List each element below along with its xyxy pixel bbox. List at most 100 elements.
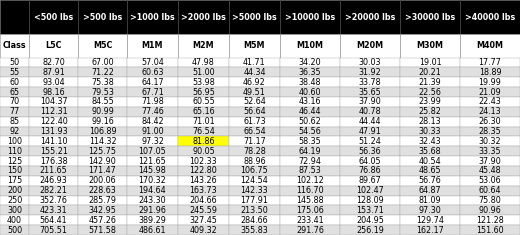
Text: 35.68: 35.68 bbox=[419, 147, 441, 156]
Text: 352.76: 352.76 bbox=[40, 196, 68, 205]
Text: 37.90: 37.90 bbox=[359, 98, 381, 106]
Text: 76.86: 76.86 bbox=[359, 166, 381, 176]
Bar bbox=[78, 166, 127, 176]
Bar bbox=[460, 176, 520, 186]
Bar bbox=[29, 146, 78, 156]
Bar bbox=[0, 186, 29, 196]
Text: 20.21: 20.21 bbox=[419, 68, 441, 77]
Text: 38.48: 38.48 bbox=[298, 78, 321, 87]
Text: 26.30: 26.30 bbox=[479, 117, 501, 126]
Text: 93.04: 93.04 bbox=[42, 78, 65, 87]
Text: >1000 lbs: >1000 lbs bbox=[130, 12, 175, 22]
Bar bbox=[178, 186, 229, 196]
Text: 49.51: 49.51 bbox=[243, 88, 266, 97]
Text: 88.96: 88.96 bbox=[243, 157, 266, 166]
Text: 457.26: 457.26 bbox=[88, 216, 116, 225]
Text: 24.13: 24.13 bbox=[479, 107, 501, 116]
Bar bbox=[280, 97, 340, 107]
Bar bbox=[29, 225, 78, 235]
Text: 48.65: 48.65 bbox=[419, 166, 441, 176]
Text: 150: 150 bbox=[7, 166, 22, 176]
Bar bbox=[340, 0, 400, 34]
Text: 125: 125 bbox=[7, 157, 22, 166]
Text: 19.01: 19.01 bbox=[419, 58, 441, 67]
Text: 31.92: 31.92 bbox=[359, 68, 381, 77]
Bar bbox=[280, 117, 340, 127]
Text: 233.41: 233.41 bbox=[296, 216, 324, 225]
Bar bbox=[78, 127, 127, 137]
Text: 22.43: 22.43 bbox=[478, 98, 501, 106]
Text: 77.46: 77.46 bbox=[141, 107, 164, 116]
Text: 67.00: 67.00 bbox=[91, 58, 114, 67]
Bar bbox=[178, 117, 229, 127]
Bar bbox=[280, 77, 340, 87]
Text: >40000 lbs: >40000 lbs bbox=[465, 12, 515, 22]
Text: 246.93: 246.93 bbox=[40, 176, 68, 185]
Bar bbox=[229, 186, 280, 196]
Text: 211.65: 211.65 bbox=[40, 166, 68, 176]
Bar bbox=[460, 215, 520, 225]
Text: 175: 175 bbox=[7, 176, 22, 185]
Text: M2M: M2M bbox=[192, 41, 214, 50]
Bar bbox=[460, 205, 520, 215]
Text: 99.16: 99.16 bbox=[91, 117, 114, 126]
Text: 60.55: 60.55 bbox=[192, 98, 215, 106]
Text: 40.60: 40.60 bbox=[298, 88, 321, 97]
Text: 21.09: 21.09 bbox=[478, 88, 501, 97]
Text: <500 lbs: <500 lbs bbox=[34, 12, 73, 22]
Text: M5M: M5M bbox=[244, 41, 265, 50]
Bar bbox=[229, 225, 280, 235]
Text: 52.64: 52.64 bbox=[243, 98, 266, 106]
Text: 41.71: 41.71 bbox=[243, 58, 266, 67]
Bar bbox=[29, 156, 78, 166]
Text: 163.73: 163.73 bbox=[190, 186, 217, 195]
Text: 60.63: 60.63 bbox=[141, 68, 164, 77]
Bar bbox=[229, 176, 280, 186]
Text: 250: 250 bbox=[7, 196, 22, 205]
Text: 90.05: 90.05 bbox=[192, 147, 215, 156]
Bar bbox=[400, 77, 460, 87]
Bar bbox=[340, 97, 400, 107]
Bar bbox=[400, 87, 460, 97]
Bar bbox=[127, 117, 178, 127]
Bar bbox=[340, 146, 400, 156]
Text: 30.32: 30.32 bbox=[479, 137, 501, 146]
Bar bbox=[280, 107, 340, 117]
Text: 37.90: 37.90 bbox=[478, 157, 501, 166]
Bar bbox=[280, 146, 340, 156]
Bar bbox=[340, 107, 400, 117]
Text: 66.54: 66.54 bbox=[243, 127, 266, 136]
Bar bbox=[127, 137, 178, 146]
Bar bbox=[400, 137, 460, 146]
Text: 53.98: 53.98 bbox=[192, 78, 215, 87]
Bar bbox=[340, 34, 400, 58]
Bar bbox=[400, 58, 460, 67]
Text: 71.01: 71.01 bbox=[192, 117, 215, 126]
Bar bbox=[78, 97, 127, 107]
Text: 204.66: 204.66 bbox=[190, 196, 217, 205]
Text: 28.35: 28.35 bbox=[478, 127, 501, 136]
Bar bbox=[127, 196, 178, 205]
Text: 33.35: 33.35 bbox=[479, 147, 501, 156]
Text: 342.95: 342.95 bbox=[88, 206, 116, 215]
Text: 50.62: 50.62 bbox=[298, 117, 321, 126]
Text: 28.13: 28.13 bbox=[419, 117, 441, 126]
Bar bbox=[127, 97, 178, 107]
Text: 57.04: 57.04 bbox=[141, 58, 164, 67]
Bar bbox=[127, 215, 178, 225]
Bar bbox=[29, 117, 78, 127]
Bar bbox=[178, 77, 229, 87]
Bar bbox=[460, 146, 520, 156]
Bar bbox=[280, 156, 340, 166]
Text: 145.88: 145.88 bbox=[296, 196, 324, 205]
Text: 256.19: 256.19 bbox=[356, 226, 384, 235]
Bar bbox=[29, 107, 78, 117]
Text: 82.70: 82.70 bbox=[42, 58, 65, 67]
Bar bbox=[400, 0, 460, 34]
Text: 58.35: 58.35 bbox=[298, 137, 321, 146]
Text: 79.53: 79.53 bbox=[91, 88, 114, 97]
Bar bbox=[29, 0, 78, 34]
Text: 87.91: 87.91 bbox=[42, 68, 65, 77]
Text: 106.75: 106.75 bbox=[241, 166, 268, 176]
Text: 65.16: 65.16 bbox=[192, 107, 215, 116]
